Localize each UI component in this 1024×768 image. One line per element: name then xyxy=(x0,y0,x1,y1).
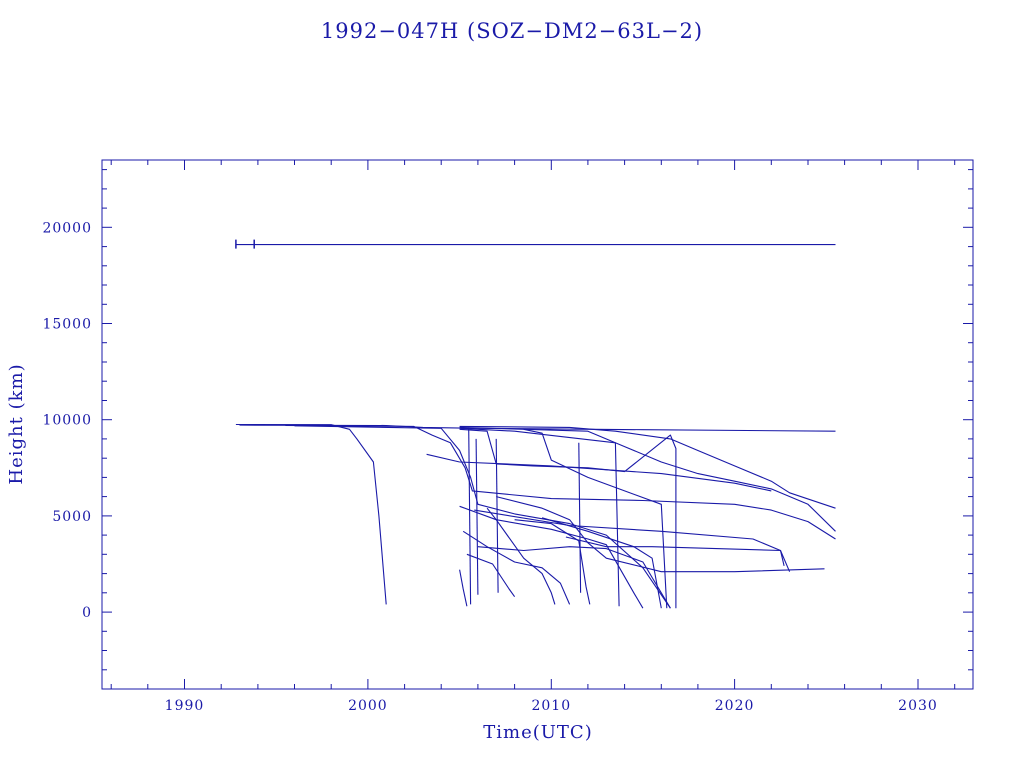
series-line-23 xyxy=(468,427,472,605)
series-line-25 xyxy=(495,438,499,593)
series-line-14 xyxy=(486,507,556,605)
series-line-15 xyxy=(496,496,825,573)
series-line-2 xyxy=(235,423,387,605)
tick-labels: 1990 2000 2010 2020 2030 0 5000 10000 15000 20000 xyxy=(42,220,938,714)
series-line-5 xyxy=(294,425,671,609)
chart-title: 1992−047H (SOZ−DM2−63L−2) xyxy=(321,19,703,43)
series-line-13 xyxy=(466,553,516,598)
x-tick-label: 2030 xyxy=(898,698,938,714)
data-series xyxy=(235,239,836,609)
y-tick-label: 10000 xyxy=(42,413,92,429)
series-line-22 xyxy=(459,569,468,607)
series-line-3 xyxy=(239,424,836,432)
x-axis-label: Time(UTC) xyxy=(483,722,592,743)
series-line-24 xyxy=(475,438,479,595)
x-tick-label: 2000 xyxy=(348,698,388,714)
series-line-8 xyxy=(459,427,620,607)
series-line-16 xyxy=(514,519,591,605)
series-line-4 xyxy=(285,424,836,540)
series-line-10 xyxy=(459,428,677,609)
axis-ticks xyxy=(102,160,973,690)
series-line-12 xyxy=(462,530,571,605)
x-tick-label: 2010 xyxy=(531,698,571,714)
x-tick-label: 1990 xyxy=(165,698,205,714)
plot-area: 1990 2000 2010 2020 2030 0 5000 10000 15000 20000 xyxy=(42,159,974,714)
series-line-18 xyxy=(474,509,791,572)
series-line-7 xyxy=(459,426,836,532)
y-tick-label: 20000 xyxy=(42,220,92,236)
plot-frame xyxy=(101,159,974,690)
series-line-6 xyxy=(459,425,836,509)
series-line-26 xyxy=(578,442,582,593)
y-tick-label: 15000 xyxy=(42,317,92,333)
x-tick-label: 2020 xyxy=(715,698,755,714)
series-line-20 xyxy=(565,536,785,567)
y-tick-label: 5000 xyxy=(52,509,92,525)
y-axis-label: Height (km) xyxy=(6,363,27,484)
y-tick-label: 0 xyxy=(82,605,92,621)
series-line-21 xyxy=(477,546,671,609)
series-line-17 xyxy=(523,428,668,609)
